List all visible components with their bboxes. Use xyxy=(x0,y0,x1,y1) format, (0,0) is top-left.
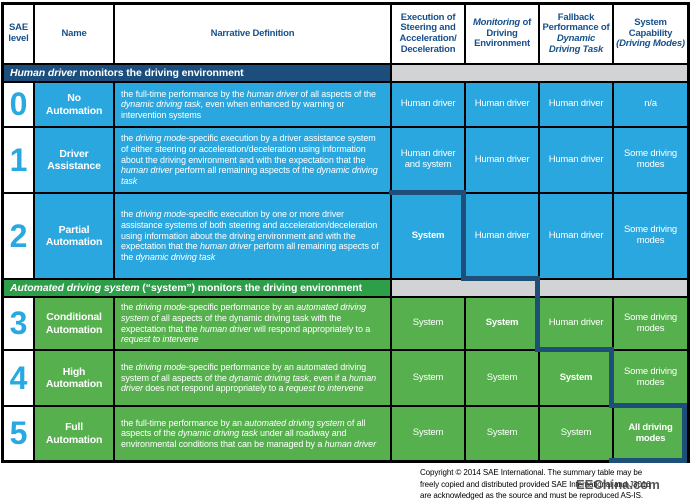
level-4-monitoring: System xyxy=(465,350,539,406)
level-3-name: Conditional Automation xyxy=(34,297,114,350)
copyright-line: Copyright © 2014 SAE International. The … xyxy=(420,468,643,477)
level-1-name: Driver Assistance xyxy=(34,127,114,193)
responsibility-boundary-line-segment xyxy=(609,403,687,408)
col-header-sae-level: SAE level xyxy=(3,4,34,64)
level-5-execution: System xyxy=(391,406,465,461)
level-1-number: 1 xyxy=(3,127,34,193)
col-header-monitoring-environment: Monitoring of Driving Environment xyxy=(465,4,539,64)
level-3-monitoring: System xyxy=(465,297,539,350)
level-1-capability: Some driving modes xyxy=(613,127,688,193)
sae-levels-table: SAE level Name Narrative Definition Exec… xyxy=(1,2,690,463)
level-2-capability: Some driving modes xyxy=(613,193,688,279)
level-4-fallback: System xyxy=(539,350,613,406)
col-header-system-capability: System Capability (Driving Modes) xyxy=(613,4,688,64)
level-5-fallback: System xyxy=(539,406,613,461)
responsibility-boundary-line-segment xyxy=(389,190,466,195)
copyright-line: are acknowledged as the source and must … xyxy=(420,491,644,500)
level-0-capability: n/a xyxy=(613,82,688,127)
responsibility-boundary-line-segment xyxy=(535,347,614,352)
watermark-text: EEChina.com xyxy=(576,477,660,492)
level-2-narrative: the driving mode-specific execution by o… xyxy=(114,193,391,279)
responsibility-boundary-line-segment xyxy=(461,276,540,281)
level-1-narrative: the driving mode-specific execution by a… xyxy=(114,127,391,193)
level-5-monitoring: System xyxy=(465,406,539,461)
level-3-execution: System xyxy=(391,297,465,350)
level-3-capability: Some driving modes xyxy=(613,297,688,350)
level-4-narrative: the driving mode-specific performance by… xyxy=(114,350,391,406)
level-1-monitoring: Human driver xyxy=(465,127,539,193)
responsibility-boundary-line-segment xyxy=(535,276,540,352)
level-0-monitoring: Human driver xyxy=(465,82,539,127)
level-2-execution: System xyxy=(391,193,465,279)
col-header-execution-steering: Execution of Steering and Acceleration/ … xyxy=(391,4,465,64)
level-5-capability: All driving modes xyxy=(613,406,688,461)
level-0-number: 0 xyxy=(3,82,34,127)
level-4-capability: Some driving modes xyxy=(613,350,688,406)
section-band-gray-1 xyxy=(391,64,688,82)
level-4-name: High Automation xyxy=(34,350,114,406)
level-2-monitoring: Human driver xyxy=(465,193,539,279)
level-5-number: 5 xyxy=(3,406,34,461)
level-0-name: No Automation xyxy=(34,82,114,127)
level-0-narrative: the full-time performance by the human d… xyxy=(114,82,391,127)
section-header-human-driver-monitors: Human driver monitors the driving enviro… xyxy=(3,64,391,82)
level-2-number: 2 xyxy=(3,193,34,279)
section-header-automated-system-monitors: Automated driving system (“system”) moni… xyxy=(3,279,391,297)
copyright-line: freely copied and distributed provided S… xyxy=(420,479,651,489)
level-0-execution: Human driver xyxy=(391,82,465,127)
responsibility-boundary-line-segment xyxy=(682,403,687,463)
level-5-name: Full Automation xyxy=(34,406,114,461)
responsibility-boundary-line-segment xyxy=(609,458,687,463)
col-header-fallback-performance: Fallback Performance of Dynamic Driving … xyxy=(539,4,613,64)
level-1-execution: Human driver and system xyxy=(391,127,465,193)
level-4-execution: System xyxy=(391,350,465,406)
level-1-fallback: Human driver xyxy=(539,127,613,193)
level-4-number: 4 xyxy=(3,350,34,406)
copyright-notice: Copyright © 2014 SAE International. The … xyxy=(420,467,651,502)
responsibility-boundary-line-segment xyxy=(461,190,466,280)
level-2-name: Partial Automation xyxy=(34,193,114,279)
level-0-fallback: Human driver xyxy=(539,82,613,127)
col-header-name: Name xyxy=(34,4,114,64)
level-3-number: 3 xyxy=(3,297,34,350)
col-header-narrative-definition: Narrative Definition xyxy=(114,4,391,64)
level-5-narrative: the full-time performance by an automate… xyxy=(114,406,391,461)
level-3-narrative: the driving mode-specific performance by… xyxy=(114,297,391,350)
level-2-fallback: Human driver xyxy=(539,193,613,279)
level-3-fallback: Human driver xyxy=(539,297,613,350)
responsibility-boundary-line-segment xyxy=(609,347,614,408)
